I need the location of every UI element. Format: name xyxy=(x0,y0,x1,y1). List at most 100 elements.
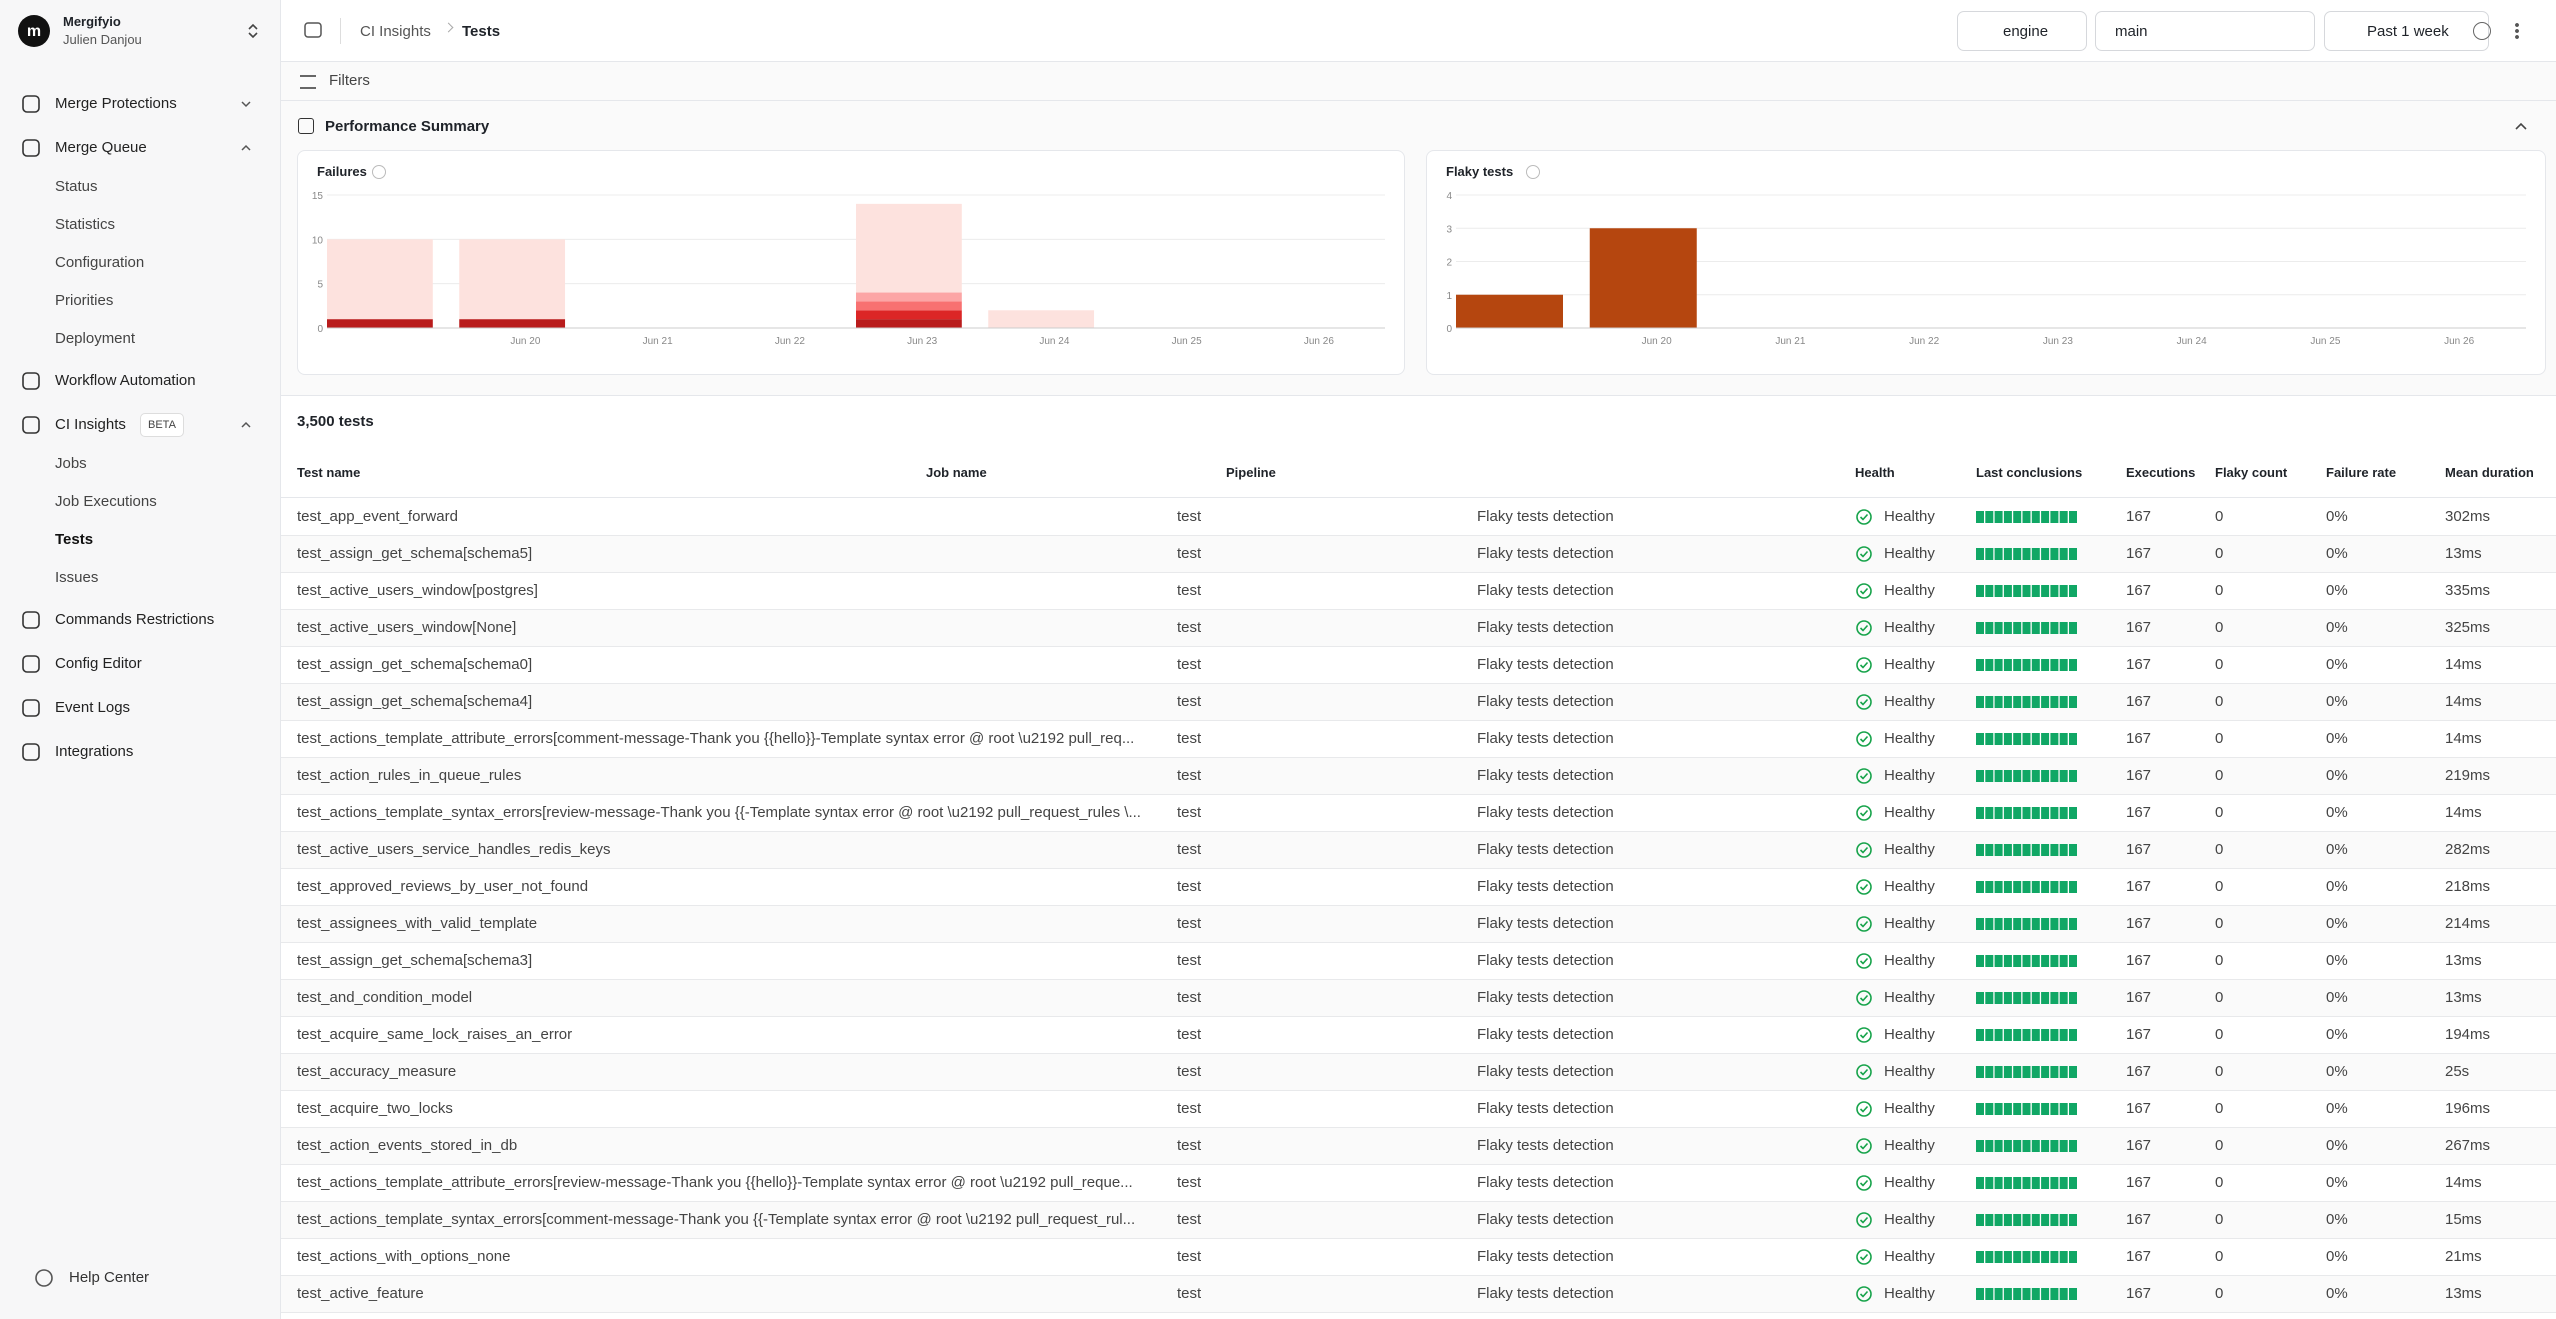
nav-item[interactable]: Event Logs xyxy=(55,699,131,716)
nav-item[interactable]: Config Editor xyxy=(55,655,142,672)
conclusion-cell xyxy=(2059,955,2068,967)
table-cell: test xyxy=(1177,767,1202,784)
nav-subitem[interactable]: Priorities xyxy=(55,292,114,309)
table-row[interactable] xyxy=(281,1202,2556,1239)
column-header[interactable]: Executions xyxy=(2126,465,2196,480)
breadcrumb-link[interactable]: CI Insights xyxy=(360,23,431,40)
nav-subitem[interactable]: Statistics xyxy=(55,216,116,233)
last-conclusions xyxy=(1976,696,2077,708)
table-cell: test_actions_template_attribute_errors[c… xyxy=(297,730,1135,747)
column-header[interactable]: Failure rate xyxy=(2326,465,2397,480)
table-row[interactable] xyxy=(281,1054,2556,1091)
nav-subitem[interactable]: Status xyxy=(55,178,98,195)
conclusion-cell xyxy=(1985,844,1994,856)
filters-icon[interactable] xyxy=(300,75,316,89)
table-row[interactable] xyxy=(281,721,2556,758)
table-cell: Flaky tests detection xyxy=(1477,1100,1614,1117)
column-header[interactable]: Last conclusions xyxy=(1976,465,2083,480)
table-row[interactable] xyxy=(281,906,2556,943)
branch-select-label[interactable]: main xyxy=(2115,23,2148,40)
last-conclusions xyxy=(1976,548,2077,560)
nav-icon xyxy=(22,95,40,113)
column-header[interactable]: Health xyxy=(1855,465,1895,480)
table-cell: 21ms xyxy=(2445,1248,2482,1265)
conclusion-cell xyxy=(1994,881,2003,893)
repository-select-label[interactable]: engine xyxy=(2003,23,2049,40)
table-cell: Healthy xyxy=(1884,1063,1935,1080)
collapse-icon xyxy=(2515,122,2527,130)
table-row[interactable] xyxy=(281,980,2556,1017)
table-row[interactable] xyxy=(281,758,2556,795)
nav-item[interactable]: Commands Restrictions xyxy=(55,611,215,628)
health-ring xyxy=(1856,1175,1872,1191)
user-name[interactable]: Julien Danjou xyxy=(63,32,142,47)
table-row[interactable] xyxy=(281,1128,2556,1165)
conclusion-cell xyxy=(2031,807,2040,819)
table-row[interactable] xyxy=(281,1017,2556,1054)
table-cell: Flaky tests detection xyxy=(1477,545,1614,562)
table-row[interactable] xyxy=(281,536,2556,573)
conclusion-cell xyxy=(2059,1140,2068,1152)
column-header[interactable]: Job name xyxy=(926,465,987,480)
table-row[interactable] xyxy=(281,499,2556,536)
conclusion-cell xyxy=(2003,1066,2012,1078)
table-row[interactable] xyxy=(281,573,2556,610)
table-row[interactable] xyxy=(281,1091,2556,1128)
nav-item[interactable]: Merge Protections xyxy=(55,95,177,112)
health-check xyxy=(1859,513,1869,521)
last-conclusions xyxy=(1976,1140,2077,1152)
conclusion-cell xyxy=(1976,511,1984,523)
repository-select[interactable] xyxy=(1957,11,2087,51)
nav-item[interactable]: Merge Queue xyxy=(55,139,147,156)
table-row[interactable] xyxy=(281,943,2556,980)
table-cell: Flaky tests detection xyxy=(1477,841,1614,858)
health-ring xyxy=(1856,509,1872,525)
table-cell: 15ms xyxy=(2445,1211,2482,1228)
nav-item[interactable]: Workflow Automation xyxy=(55,372,196,389)
last-conclusions xyxy=(1976,659,2077,671)
table-row[interactable] xyxy=(281,1276,2556,1313)
column-header[interactable]: Pipeline xyxy=(1226,465,1276,480)
nav-item[interactable]: Integrations xyxy=(55,743,134,760)
nav-subitem[interactable]: Job Executions xyxy=(55,493,157,510)
nav-subitem[interactable]: Issues xyxy=(55,569,99,586)
table-row[interactable] xyxy=(281,1165,2556,1202)
table-cell: 0 xyxy=(2215,952,2224,969)
column-header[interactable]: Mean duration xyxy=(2445,465,2534,480)
chart-title: Failures xyxy=(317,164,367,179)
table-row[interactable] xyxy=(281,647,2556,684)
column-header[interactable]: Test name xyxy=(297,465,361,480)
conclusion-cell xyxy=(2031,1288,2040,1300)
nav-subitem[interactable]: Deployment xyxy=(55,330,136,347)
filters-button[interactable]: Filters xyxy=(329,72,370,89)
column-header[interactable]: Flaky count xyxy=(2215,465,2288,480)
period-select-label[interactable]: Past 1 week xyxy=(2367,23,2449,40)
link-button[interactable] xyxy=(2473,22,2491,40)
table-cell: 167 xyxy=(2126,804,2152,821)
health-ring xyxy=(1856,953,1872,969)
table-row[interactable] xyxy=(281,1239,2556,1276)
table-row[interactable] xyxy=(281,610,2556,647)
help-icon xyxy=(35,1269,53,1287)
help-center[interactable]: Help Center xyxy=(69,1269,150,1286)
nav-subitem[interactable]: Configuration xyxy=(55,254,145,271)
conclusion-cell xyxy=(1985,548,1994,560)
table-row[interactable] xyxy=(281,684,2556,721)
health-icon xyxy=(1856,842,1872,858)
more-button[interactable] xyxy=(2515,22,2519,40)
table-cell: Flaky tests detection xyxy=(1477,693,1614,710)
table-cell: 0% xyxy=(2326,1063,2348,1080)
nav-subitem[interactable]: Tests xyxy=(55,531,94,548)
nav-subitem[interactable]: Jobs xyxy=(55,455,87,472)
conclusion-cell xyxy=(2022,696,2031,708)
branch-select[interactable] xyxy=(2095,11,2315,51)
table-cell: Healthy xyxy=(1884,693,1935,710)
org-name[interactable]: Mergifyio xyxy=(63,14,121,29)
conclusion-cell xyxy=(2050,1140,2059,1152)
table-row[interactable] xyxy=(281,795,2556,832)
nav-item[interactable]: CI Insights xyxy=(55,416,126,433)
health-check xyxy=(1859,735,1869,743)
table-row[interactable] xyxy=(281,869,2556,906)
conclusion-cell xyxy=(1994,1214,2003,1226)
table-row[interactable] xyxy=(281,832,2556,869)
